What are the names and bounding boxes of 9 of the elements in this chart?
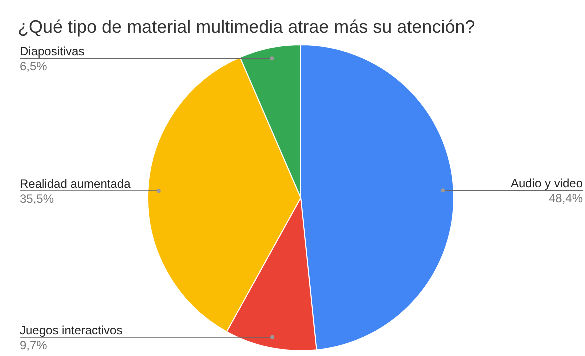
data-label: 9,7% <box>20 338 48 352</box>
data-label: 48,4% <box>548 192 584 206</box>
data-label: 6,5% <box>20 60 48 74</box>
slice-label: Juegos interactivos <box>20 323 123 338</box>
data-label: 35,5% <box>20 192 54 206</box>
slice-label: Diapositivas <box>20 44 85 59</box>
slice-label: Realidad aumentada <box>20 177 132 192</box>
chart-title: ¿Qué tipo de material multimedia atrae más su atención? <box>18 17 476 37</box>
slice-label: Audio y video <box>510 176 584 191</box>
